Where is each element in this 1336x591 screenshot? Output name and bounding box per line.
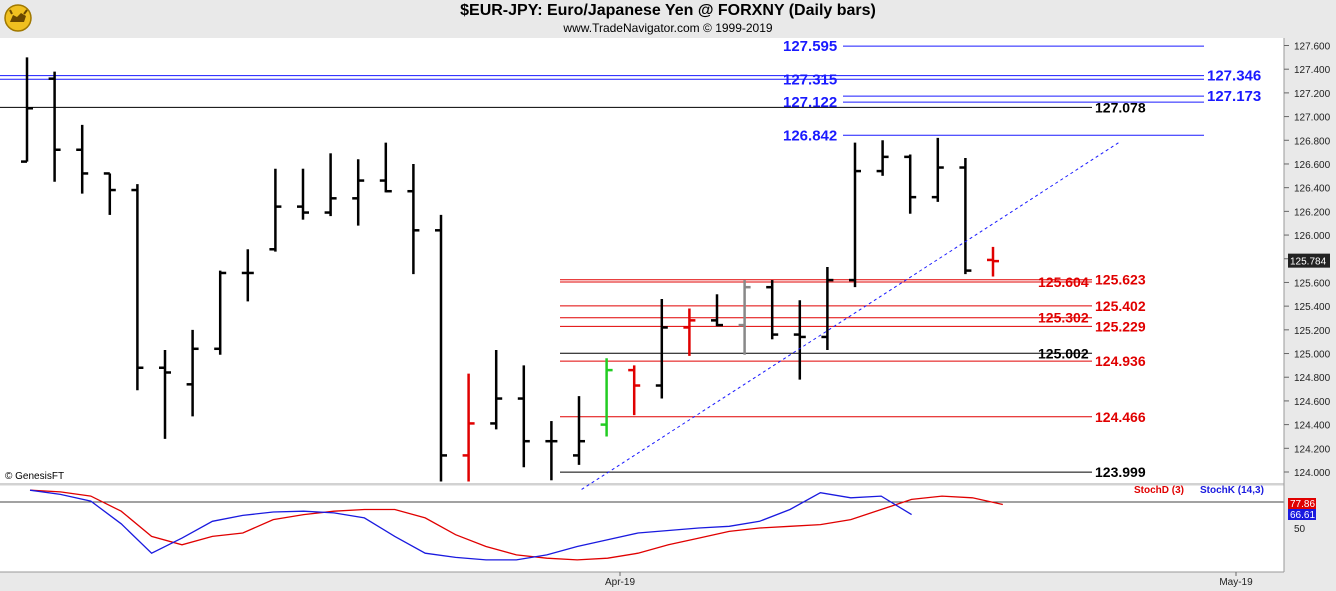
- time-axis: Apr-19 May-19: [605, 572, 1253, 588]
- price-bar: [987, 246, 999, 277]
- price-bar: [655, 299, 668, 399]
- price-bar: [517, 365, 530, 468]
- price-bar: [21, 57, 33, 163]
- price-bar: [711, 294, 723, 327]
- y-tick-label: 124.000: [1294, 468, 1331, 479]
- levels-layer: 127.595 127.315 127.122 126.842 127.346 127.1…: [0, 38, 1261, 480]
- price-bar: [959, 158, 972, 275]
- price-bar: [876, 140, 889, 176]
- chart-title: $EUR-JPY: Euro/Japanese Yen @ FORXNY (Da…: [460, 2, 876, 19]
- level-label: 124.466: [1095, 409, 1146, 425]
- level-label: 127.346: [1207, 68, 1261, 85]
- y-tick-label: 124.200: [1294, 444, 1331, 455]
- y-tick-label: 127.000: [1294, 113, 1331, 124]
- price-bar: [462, 373, 475, 482]
- price-bar: [241, 249, 254, 302]
- y-tick-label: 126.800: [1294, 136, 1331, 147]
- price-bar: [738, 280, 751, 355]
- price-bar: [186, 329, 199, 417]
- price-bar: [76, 124, 89, 194]
- stoch-last-box: [1288, 498, 1316, 509]
- price-bar: [379, 142, 392, 193]
- price-bar: [324, 153, 337, 217]
- level-label: 124.936: [1095, 353, 1146, 369]
- y-tick-label: 125.600: [1294, 278, 1331, 289]
- price-axis: 127.600 127.400 127.200 127.000 126.800 126.6…: [1284, 42, 1331, 479]
- price-panel: [0, 38, 1284, 483]
- y-tick-label: 124.600: [1294, 397, 1331, 408]
- level-label: 127.078: [1095, 99, 1146, 115]
- y-tick-label: 126.200: [1294, 207, 1331, 218]
- price-bar: [904, 154, 917, 214]
- price-bar: [269, 168, 282, 252]
- price-bar: [683, 308, 696, 356]
- level-label: 125.604: [1038, 274, 1089, 290]
- level-label: 125.229: [1095, 318, 1146, 334]
- bull-logo-icon: [3, 3, 33, 38]
- price-bar: [214, 270, 227, 355]
- trendline-layer: [581, 141, 1121, 490]
- level-label: 127.122: [783, 94, 837, 111]
- stoch-last-label: 66.61: [1290, 510, 1315, 521]
- price-bar: [490, 349, 503, 430]
- last-price-label: 125.784: [1290, 257, 1327, 268]
- level-label: 125.402: [1095, 298, 1146, 314]
- copyright-label: © GenesisFT: [5, 471, 64, 482]
- x-tick-label: May-19: [1219, 577, 1253, 588]
- y-tick-label: 126.400: [1294, 184, 1331, 195]
- x-tick-label: Apr-19: [605, 577, 635, 588]
- price-bar: [821, 267, 834, 350]
- price-bar: [297, 168, 309, 220]
- price-bar: [352, 159, 365, 226]
- stoch-legend-label: StochK (14,3): [1200, 485, 1264, 496]
- level-label: 127.173: [1207, 88, 1261, 105]
- y-tick-label: 125.200: [1294, 326, 1331, 337]
- price-bar: [793, 300, 806, 380]
- price-bar: [628, 365, 641, 416]
- y-tick-label: 125.000: [1294, 350, 1331, 361]
- price-bar: [766, 280, 779, 340]
- y-tick-label: 126.000: [1294, 231, 1331, 242]
- y-tick-label: 124.400: [1294, 421, 1331, 432]
- price-bar: [131, 184, 144, 391]
- y-tick-label: 127.600: [1294, 42, 1331, 53]
- price-bars: [21, 57, 999, 482]
- dashed-trendline: [581, 141, 1121, 490]
- last-price-box: [1288, 253, 1330, 268]
- price-bar: [103, 172, 116, 215]
- y-tick-label: 125.400: [1294, 302, 1331, 313]
- y-tick-label: 126.600: [1294, 160, 1331, 171]
- stoch-tick-label: 50: [1294, 524, 1306, 535]
- price-bar: [545, 421, 558, 481]
- level-label: 125.302: [1038, 310, 1089, 326]
- y-tick-label: 127.200: [1294, 89, 1331, 100]
- y-tick-label: 127.400: [1294, 65, 1331, 76]
- stoch-last-label: 77.86: [1290, 499, 1315, 510]
- level-label: 125.002: [1038, 345, 1089, 361]
- level-label: 126.842: [783, 127, 837, 144]
- chart-subtitle: www.TradeNavigator.com © 1999-2019: [563, 21, 773, 35]
- level-label: 127.595: [783, 38, 837, 55]
- price-bar: [48, 71, 61, 182]
- stoch-legend-label: StochD (3): [1134, 485, 1184, 496]
- stoch-panel: [0, 486, 1284, 572]
- price-bar: [600, 358, 613, 437]
- price-bar: [407, 163, 420, 275]
- chart-header: $EUR-JPY: Euro/Japanese Yen @ FORXNY (Da…: [0, 0, 1336, 38]
- level-label: 125.623: [1095, 272, 1146, 288]
- price-bar: [159, 349, 171, 439]
- price-bar: [573, 396, 585, 465]
- y-tick-label: 124.800: [1294, 373, 1331, 384]
- price-bar: [435, 214, 447, 482]
- level-label: 127.315: [783, 71, 837, 88]
- level-label: 123.999: [1095, 464, 1146, 480]
- stoch-line: [29, 489, 912, 561]
- stoch-last-box: [1288, 509, 1316, 520]
- price-bar: [849, 142, 861, 288]
- stoch-line: [29, 489, 1003, 561]
- price-bar: [931, 137, 944, 202]
